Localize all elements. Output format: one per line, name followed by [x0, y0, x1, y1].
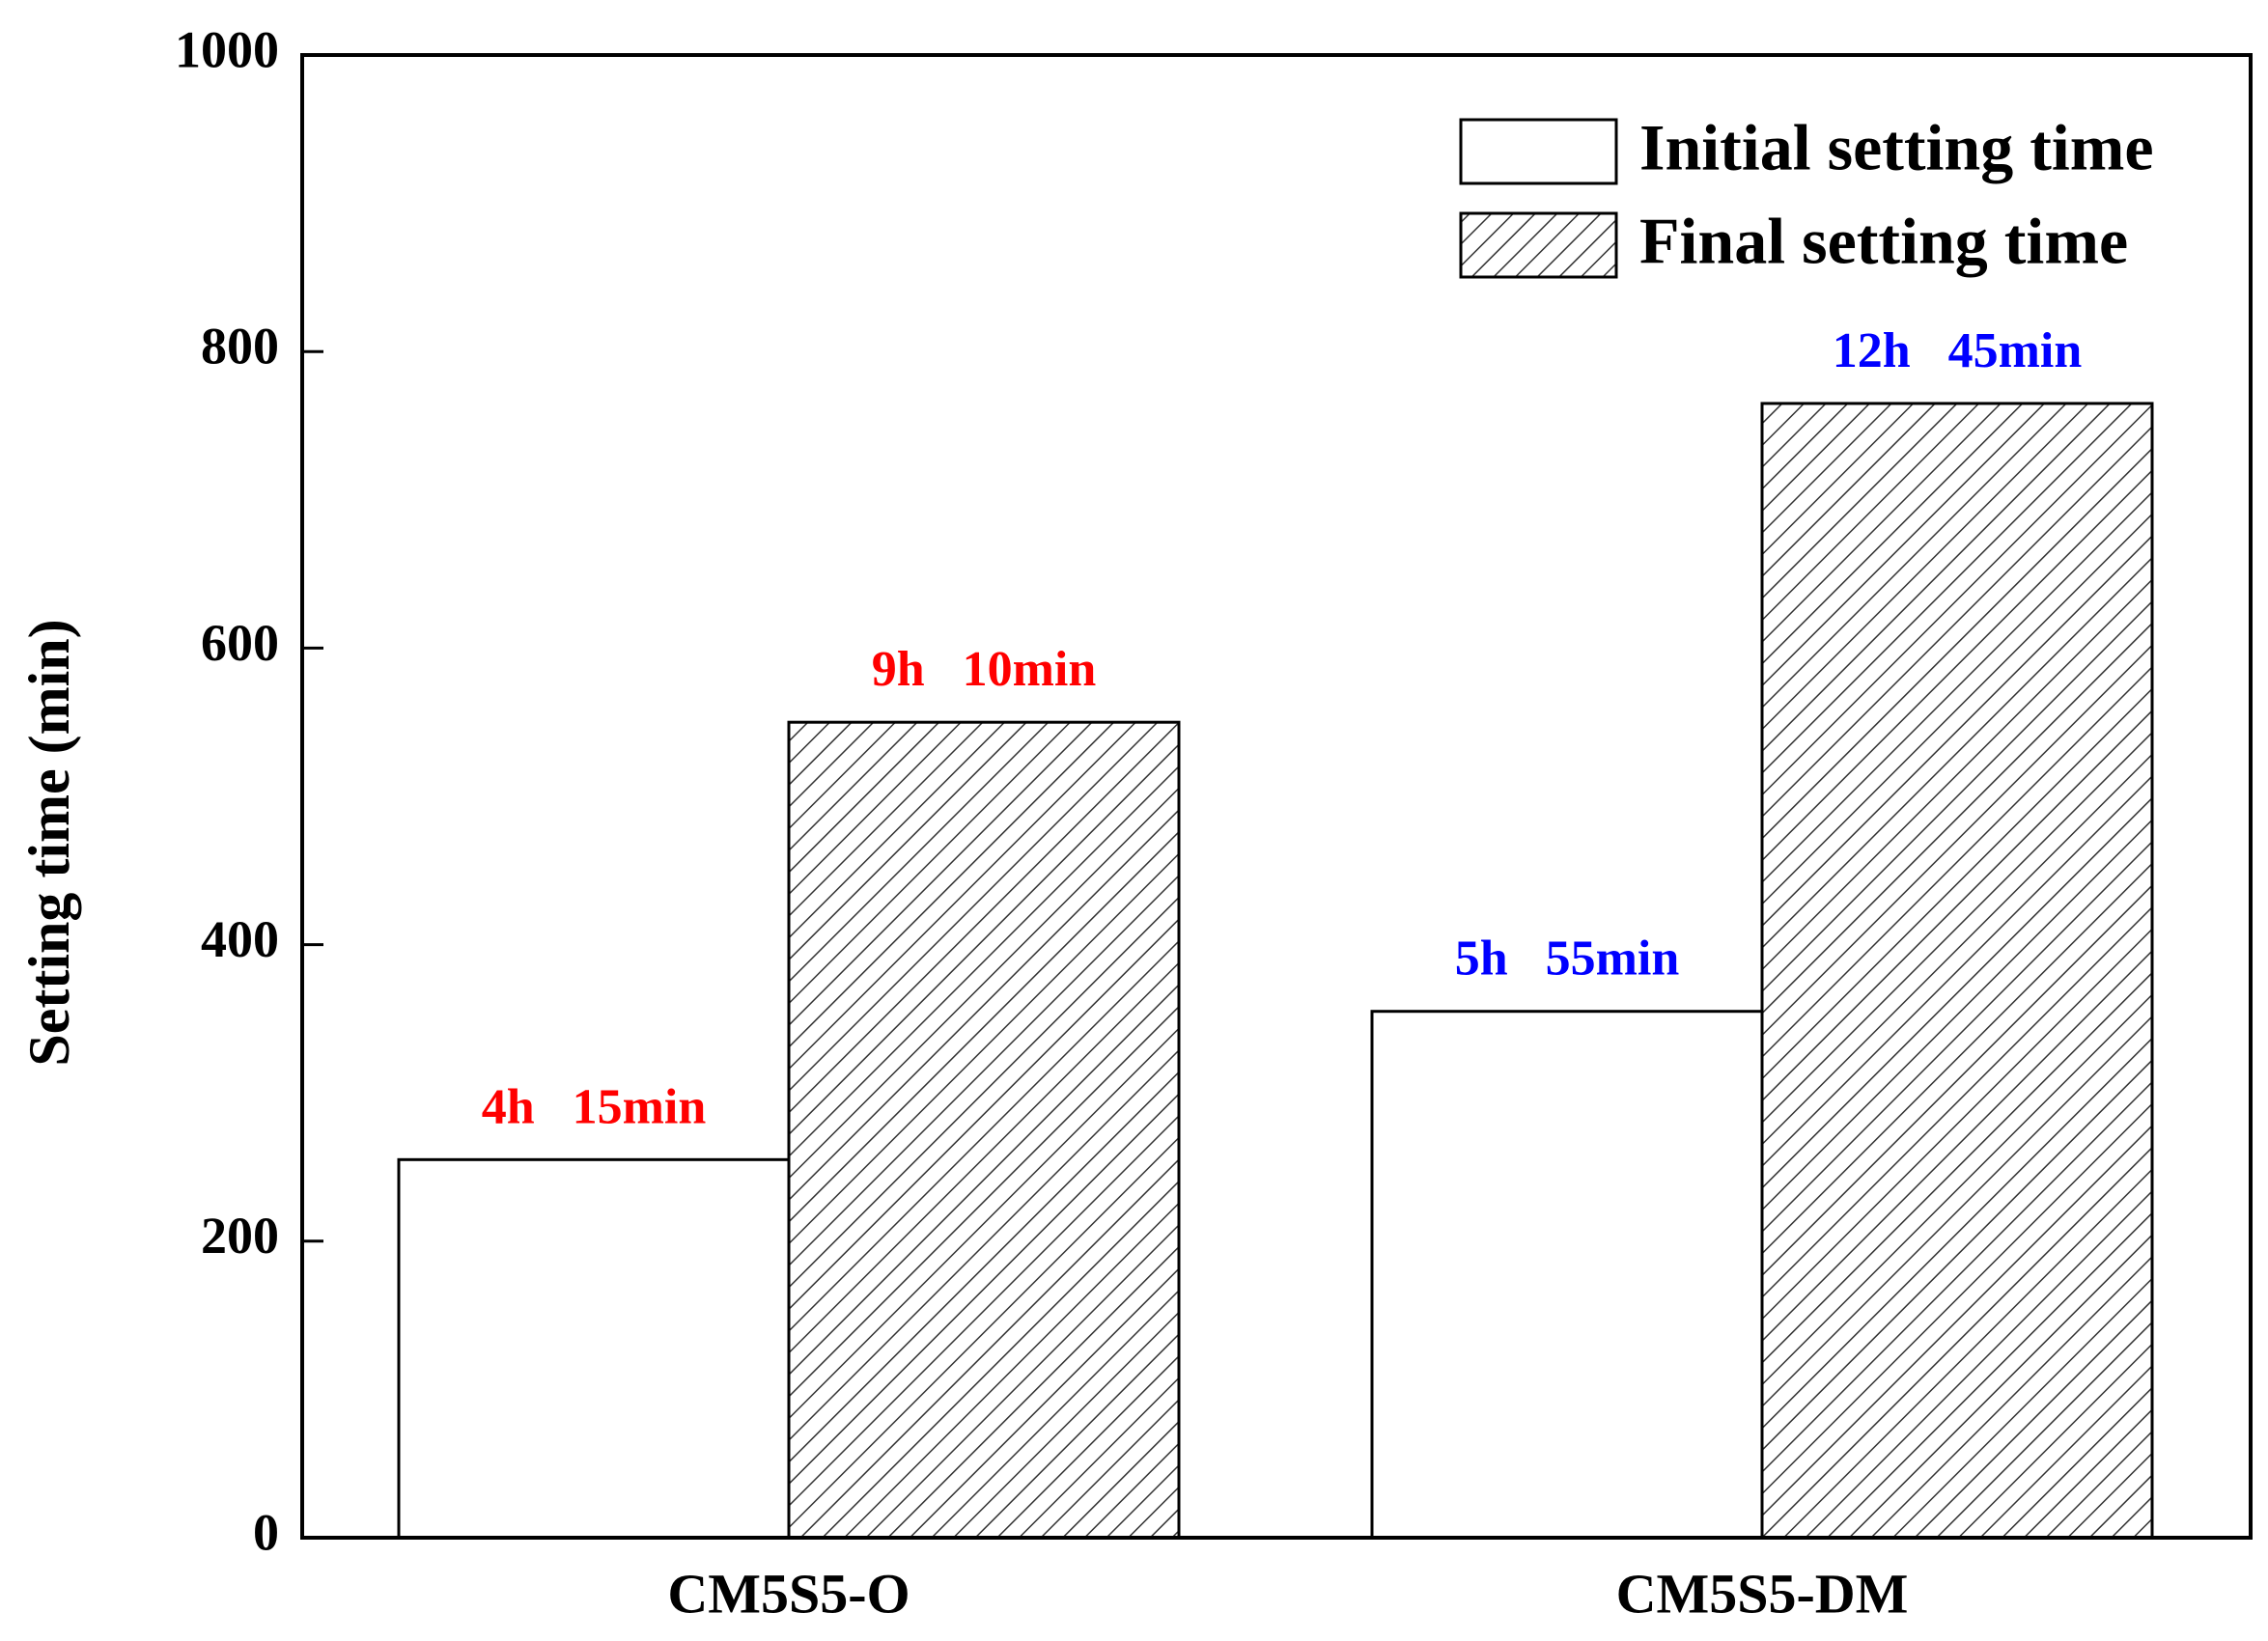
plot-frame — [300, 53, 2253, 1540]
y-tick-label: 200 — [201, 1207, 279, 1265]
legend-label: Final setting time — [1639, 205, 2128, 278]
y-tick-label: 400 — [201, 910, 279, 968]
y-axis-label: Setting time (min) — [17, 619, 81, 1066]
value-label: 9h 10min — [872, 642, 1097, 697]
value-label: 12h 45min — [1833, 323, 2083, 378]
x-tick-label: CM5S5-O — [667, 1562, 910, 1625]
bar — [1760, 402, 2154, 1540]
value-label: 4h 15min — [482, 1079, 707, 1134]
value-label: 5h 55min — [1455, 932, 1680, 987]
legend-swatch — [1459, 211, 1618, 279]
y-tick-label: 800 — [201, 318, 279, 375]
bar — [787, 720, 1181, 1540]
x-tick-label: CM5S5-DM — [1616, 1562, 1909, 1625]
legend-swatch — [1459, 118, 1618, 185]
y-tick-label: 600 — [201, 614, 279, 672]
y-tick-label: 0 — [253, 1503, 279, 1561]
y-tick-label: 1000 — [175, 20, 279, 78]
legend-label: Initial setting time — [1639, 111, 2154, 184]
bar — [1370, 1010, 1764, 1540]
bar — [397, 1157, 791, 1540]
